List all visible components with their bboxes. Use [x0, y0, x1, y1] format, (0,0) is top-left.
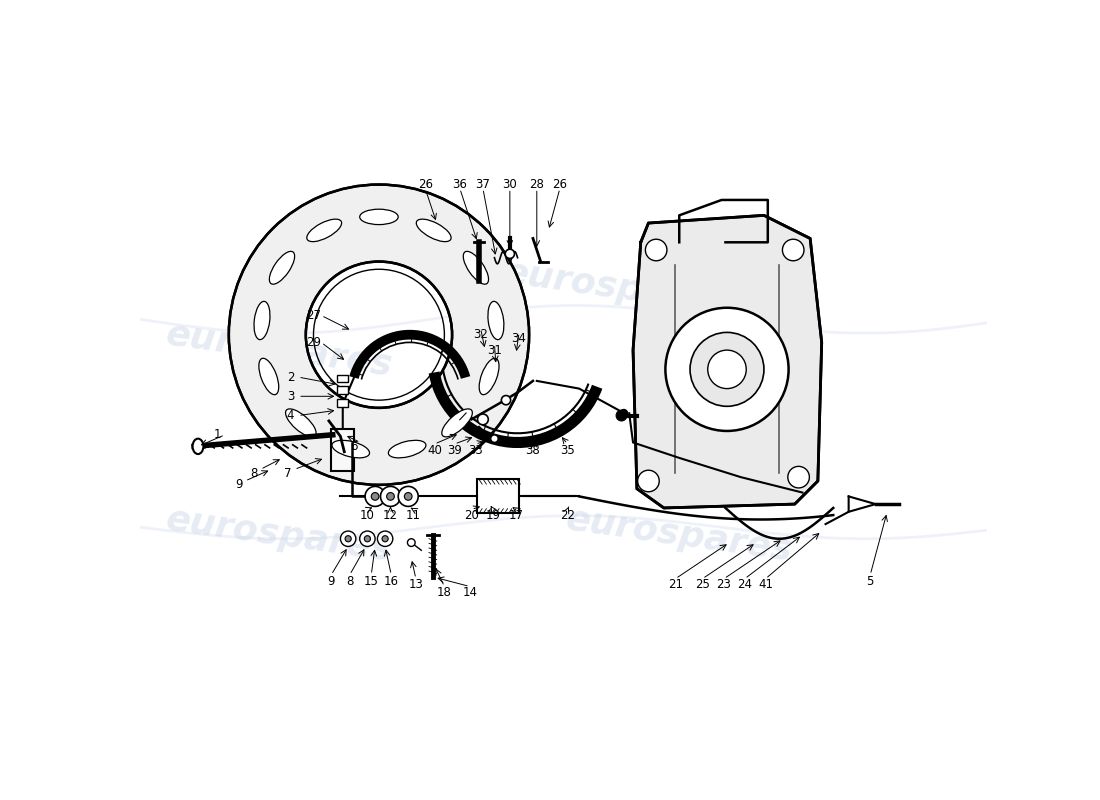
Text: 5: 5	[867, 574, 873, 587]
Circle shape	[377, 531, 393, 546]
Circle shape	[407, 538, 415, 546]
Circle shape	[646, 239, 667, 261]
Text: 41: 41	[758, 578, 773, 591]
Circle shape	[381, 486, 400, 506]
Ellipse shape	[258, 358, 278, 394]
Circle shape	[372, 493, 378, 500]
Circle shape	[788, 466, 810, 488]
Text: 22: 22	[560, 509, 575, 522]
Text: 27: 27	[306, 309, 321, 322]
Circle shape	[398, 486, 418, 506]
Text: 16: 16	[384, 574, 399, 587]
Text: 17: 17	[508, 509, 524, 522]
Text: 20: 20	[464, 509, 478, 522]
Text: 31: 31	[487, 344, 502, 357]
Ellipse shape	[488, 302, 504, 340]
Text: 28: 28	[529, 178, 544, 191]
Circle shape	[666, 308, 789, 431]
Circle shape	[620, 410, 628, 417]
Text: 6: 6	[351, 440, 359, 453]
Circle shape	[707, 350, 746, 389]
Text: 13: 13	[408, 578, 424, 591]
Circle shape	[638, 470, 659, 492]
Circle shape	[782, 239, 804, 261]
Ellipse shape	[442, 409, 472, 437]
Text: 24: 24	[737, 578, 752, 591]
Text: 23: 23	[716, 578, 732, 591]
Ellipse shape	[307, 219, 342, 242]
Ellipse shape	[270, 251, 295, 284]
Text: eurospares: eurospares	[502, 256, 734, 322]
Text: 32: 32	[473, 328, 488, 341]
Text: 19: 19	[485, 509, 501, 522]
Circle shape	[690, 332, 763, 406]
Text: 2: 2	[287, 370, 294, 383]
Ellipse shape	[360, 209, 398, 225]
Text: 33: 33	[468, 444, 483, 457]
Text: 9: 9	[328, 574, 336, 587]
Circle shape	[365, 486, 385, 506]
Text: 8: 8	[251, 467, 257, 480]
Ellipse shape	[254, 302, 270, 340]
Wedge shape	[229, 185, 529, 485]
Circle shape	[405, 493, 412, 500]
Circle shape	[345, 536, 351, 542]
Circle shape	[616, 410, 627, 421]
FancyBboxPatch shape	[338, 386, 348, 394]
Text: 26: 26	[418, 178, 432, 191]
Text: 1: 1	[213, 428, 221, 442]
FancyBboxPatch shape	[331, 429, 354, 471]
Ellipse shape	[463, 251, 488, 284]
Text: 37: 37	[475, 178, 491, 191]
Circle shape	[360, 531, 375, 546]
Text: 38: 38	[526, 444, 540, 457]
FancyBboxPatch shape	[338, 374, 348, 382]
Text: 40: 40	[427, 444, 442, 457]
Text: 36: 36	[452, 178, 468, 191]
Text: 21: 21	[668, 578, 683, 591]
Ellipse shape	[416, 219, 451, 242]
Polygon shape	[634, 215, 822, 508]
Circle shape	[502, 395, 510, 405]
Text: 25: 25	[695, 578, 710, 591]
Text: 34: 34	[512, 332, 527, 345]
Circle shape	[387, 493, 395, 500]
Text: 9: 9	[235, 478, 243, 491]
Ellipse shape	[332, 440, 370, 458]
Text: 7: 7	[284, 467, 292, 480]
Text: eurospares: eurospares	[163, 502, 395, 568]
Text: 4: 4	[287, 409, 294, 422]
Text: 15: 15	[364, 574, 378, 587]
Circle shape	[364, 536, 371, 542]
Text: 18: 18	[437, 586, 452, 599]
Circle shape	[505, 250, 515, 258]
FancyBboxPatch shape	[338, 399, 348, 407]
FancyBboxPatch shape	[476, 479, 519, 514]
Circle shape	[382, 536, 388, 542]
Text: 26: 26	[552, 178, 568, 191]
Text: 29: 29	[306, 336, 321, 349]
Circle shape	[341, 531, 355, 546]
Text: 35: 35	[560, 444, 575, 457]
Text: 11: 11	[406, 509, 421, 522]
Circle shape	[491, 434, 498, 442]
Text: 39: 39	[447, 444, 462, 457]
Text: 8: 8	[346, 574, 353, 587]
Text: 10: 10	[360, 509, 375, 522]
Ellipse shape	[480, 358, 499, 394]
Text: eurospares: eurospares	[163, 318, 395, 383]
Text: 3: 3	[287, 390, 294, 403]
Text: 14: 14	[462, 586, 477, 599]
Text: eurospares: eurospares	[563, 502, 795, 568]
Circle shape	[477, 414, 488, 425]
Ellipse shape	[286, 409, 316, 437]
Ellipse shape	[388, 440, 426, 458]
Ellipse shape	[192, 438, 204, 454]
Text: 12: 12	[383, 509, 398, 522]
Text: 30: 30	[503, 178, 517, 191]
